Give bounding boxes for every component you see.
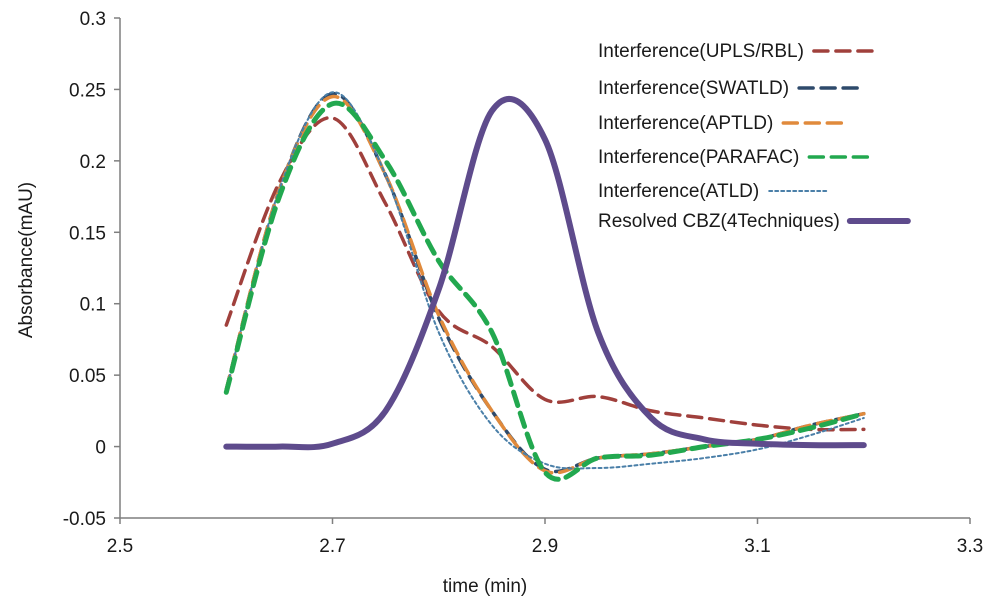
legend-label-interference-parafac: Interference(PARAFAC) — [598, 147, 799, 168]
y-tick-label: 0.2 — [80, 152, 106, 173]
y-tick-label: -0.05 — [63, 509, 106, 530]
y-tick-label: 0 — [95, 438, 106, 459]
y-tick-label: 0.3 — [80, 9, 106, 30]
legend-label-interference-aptld: Interference(APTLD) — [598, 113, 773, 134]
y-axis-title: Absorbance(mAU) — [16, 182, 37, 338]
y-tick-label: 0.15 — [69, 223, 106, 244]
series-line-interference-atld — [225, 91, 865, 470]
x-tick-label: 2.7 — [319, 536, 345, 557]
x-tick-label: 2.5 — [107, 536, 133, 557]
legend-label-interference-atld: Interference(ATLD) — [598, 181, 759, 202]
legend-label-interference-swatld: Interference(SWATLD) — [598, 78, 789, 99]
x-tick-label: 3.1 — [744, 536, 770, 557]
x-axis-title: time (min) — [443, 576, 527, 597]
legend-label-resolved-cbz-4techniques: Resolved CBZ(4Techniques) — [598, 211, 840, 232]
plot-lines — [223, 91, 867, 482]
series-line-resolved-cbz-4techniques — [223, 96, 867, 451]
x-tick-label: 3.3 — [957, 536, 983, 557]
y-tick-label: 0.05 — [69, 366, 106, 387]
legend: Interference(UPLS/RBL) Interference(SWATL… — [598, 41, 911, 232]
y-tick-label: 0.1 — [80, 295, 106, 316]
legend-label-interference-upls-rbl: Interference(UPLS/RBL) — [598, 41, 804, 62]
axes: -0.05 0 0.05 0.1 0.15 0.2 0.25 0.3 2.5 2.7 2.9 3.1 3… — [63, 9, 984, 557]
x-tick-label: 2.9 — [532, 536, 558, 557]
y-tick-label: 0.25 — [69, 80, 106, 101]
